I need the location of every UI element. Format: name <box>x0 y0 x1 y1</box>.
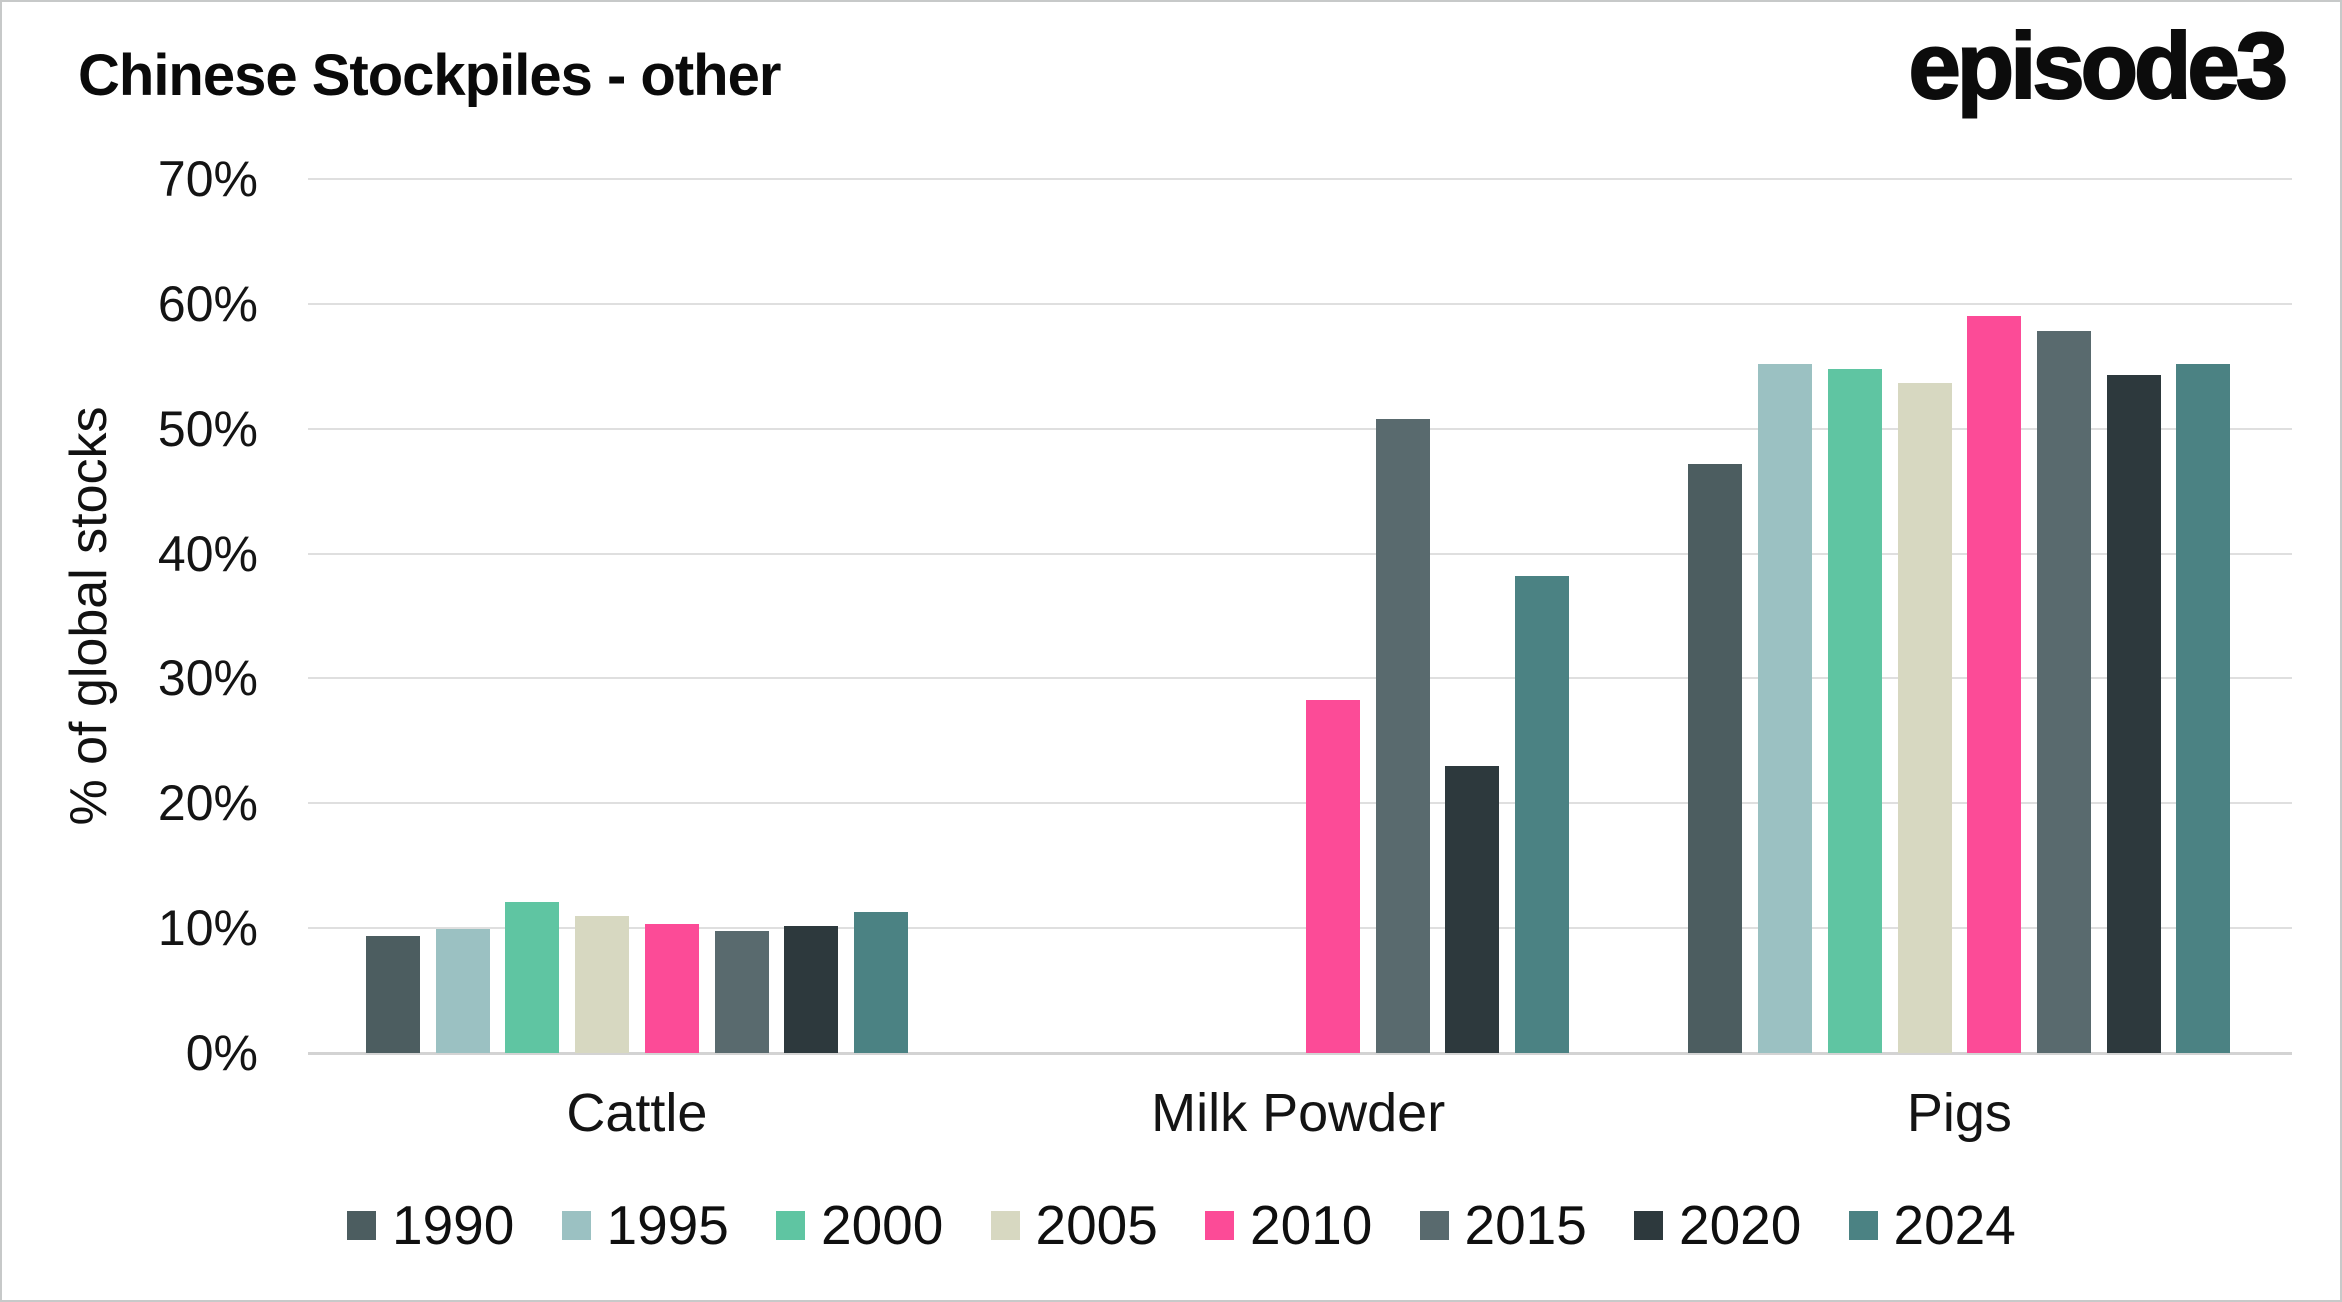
bar-cattle-2010 <box>644 924 699 1053</box>
gridline-20% <box>308 802 2292 805</box>
bar-cattle-2015 <box>714 930 769 1053</box>
gridline-60% <box>308 302 2292 305</box>
legend-marker-2020 <box>1634 1210 1663 1240</box>
gridline-70% <box>308 178 2292 180</box>
legend-marker-1995 <box>561 1210 591 1240</box>
bar-pigs-2005 <box>1897 382 1952 1053</box>
legend-label-2024: 2024 <box>1893 1194 2016 1256</box>
legend-marker-2015 <box>1419 1210 1449 1240</box>
legend-label-2015: 2015 <box>1464 1194 1587 1256</box>
y-tick-20%: 20% <box>157 775 258 832</box>
bar-milk-powder-2020 <box>1445 765 1500 1053</box>
bar-cattle-1995 <box>435 929 490 1053</box>
bar-pigs-2020 <box>2106 375 2161 1053</box>
x-category-label-pigs: Pigs <box>1906 1083 2012 1143</box>
legend-item-2005: 2005 <box>990 1194 1158 1256</box>
legend-item-1990: 1990 <box>347 1194 515 1256</box>
bar-pigs-2010 <box>1967 316 2022 1053</box>
x-category-label-cattle: Cattle <box>566 1083 708 1143</box>
legend-marker-1990 <box>347 1210 376 1240</box>
episode3-logo: episode3 <box>1908 12 2289 119</box>
bar-pigs-2024 <box>2176 363 2231 1053</box>
gridline-40% <box>308 552 2292 555</box>
bar-cattle-2000 <box>505 901 560 1053</box>
legend-item-2000: 2000 <box>776 1194 944 1256</box>
legend-item-2024: 2024 <box>1848 1194 2016 1256</box>
legend-marker-2010 <box>1205 1210 1234 1240</box>
legend-label-1990: 1990 <box>392 1194 515 1256</box>
bar-cattle-2024 <box>853 911 908 1053</box>
gridline-50% <box>308 427 2292 430</box>
y-axis-title: % of global stocks <box>60 406 118 826</box>
bar-pigs-1990 <box>1688 463 1743 1053</box>
bar-pigs-2015 <box>2036 331 2091 1053</box>
y-tick-60%: 60% <box>157 275 258 332</box>
bar-pigs-2000 <box>1827 368 1882 1053</box>
y-tick-10%: 10% <box>157 900 258 957</box>
legend-label-2010: 2010 <box>1250 1194 1373 1256</box>
gridline-10% <box>308 927 2292 930</box>
y-tick-40%: 40% <box>157 525 258 582</box>
legend-label-2000: 2000 <box>821 1194 944 1256</box>
x-category-label-milk-powder: Milk Powder <box>1151 1083 1446 1143</box>
legend-item-2015: 2015 <box>1419 1194 1587 1256</box>
gridline-30% <box>308 677 2292 680</box>
legend-item-1995: 1995 <box>561 1194 729 1256</box>
bar-milk-powder-2010 <box>1306 699 1360 1053</box>
bar-cattle-1990 <box>366 935 420 1053</box>
bar-milk-powder-2024 <box>1515 576 1570 1053</box>
x-axis-baseline <box>308 1051 2292 1055</box>
bar-milk-powder-2015 <box>1375 418 1430 1053</box>
bar-pigs-1995 <box>1758 363 1813 1053</box>
legend-marker-2005 <box>990 1210 1020 1240</box>
legend-label-2005: 2005 <box>1035 1194 1158 1256</box>
legend-item-2010: 2010 <box>1205 1194 1373 1256</box>
y-tick-50%: 50% <box>157 400 258 457</box>
legend-marker-2024 <box>1848 1210 1878 1240</box>
legend-label-2020: 2020 <box>1679 1194 1802 1256</box>
legend-marker-2000 <box>776 1210 805 1240</box>
legend-item-2020: 2020 <box>1634 1194 1802 1256</box>
chart-title: Chinese Stockpiles - other <box>78 43 781 108</box>
y-tick-0%: 0% <box>185 1024 258 1081</box>
y-tick-70%: 70% <box>157 151 258 207</box>
y-tick-30%: 30% <box>157 650 258 707</box>
bar-cattle-2005 <box>575 915 630 1053</box>
legend-label-1995: 1995 <box>606 1194 729 1256</box>
bar-cattle-2020 <box>784 925 839 1053</box>
